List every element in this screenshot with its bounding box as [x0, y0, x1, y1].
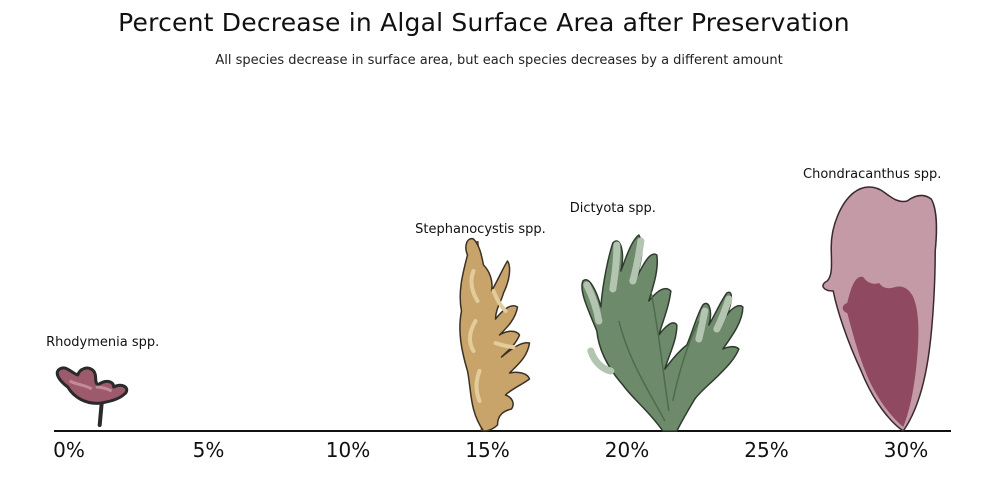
species-label: Stephanocystis spp. — [415, 222, 546, 237]
stephanocystis-icon — [459, 237, 531, 432]
dictyota-icon — [581, 234, 744, 432]
x-tick-label: 10% — [326, 438, 370, 462]
x-tick-label: 15% — [465, 438, 509, 462]
species-label: Rhodymenia spp. — [46, 335, 159, 350]
x-tick-label: 20% — [605, 438, 649, 462]
dictyota-highlight — [583, 237, 733, 375]
x-tick-label: 0% — [53, 438, 85, 462]
stephanocystis-highlight — [467, 269, 516, 403]
dictyota-body — [581, 234, 744, 432]
species-label: Chondracanthus spp. — [803, 167, 941, 182]
species-icons — [55, 186, 938, 432]
rhodymenia-blade — [55, 366, 129, 405]
chart-title: Percent Decrease in Algal Surface Area a… — [118, 8, 850, 37]
chondracanthus-icon — [822, 186, 938, 432]
rhodymenia-stipe — [97, 401, 104, 427]
chart-subtitle: All species decrease in surface area, bu… — [215, 53, 783, 68]
rhodymenia-icon — [55, 366, 129, 427]
x-tick-label: 5% — [193, 438, 225, 462]
x-tick-label: 30% — [884, 438, 928, 462]
species-label: Dictyota spp. — [570, 201, 656, 216]
dictyota-veins — [618, 290, 700, 422]
x-axis: 0% 5% 10% 15% 20% 25% 30% — [53, 430, 951, 462]
chondracanthus-inner — [842, 276, 919, 427]
species-labels: Rhodymenia spp. Stephanocystis spp. Dictyo… — [46, 167, 941, 350]
x-tick-label: 25% — [744, 438, 788, 462]
rhodymenia-highlight — [69, 379, 113, 393]
